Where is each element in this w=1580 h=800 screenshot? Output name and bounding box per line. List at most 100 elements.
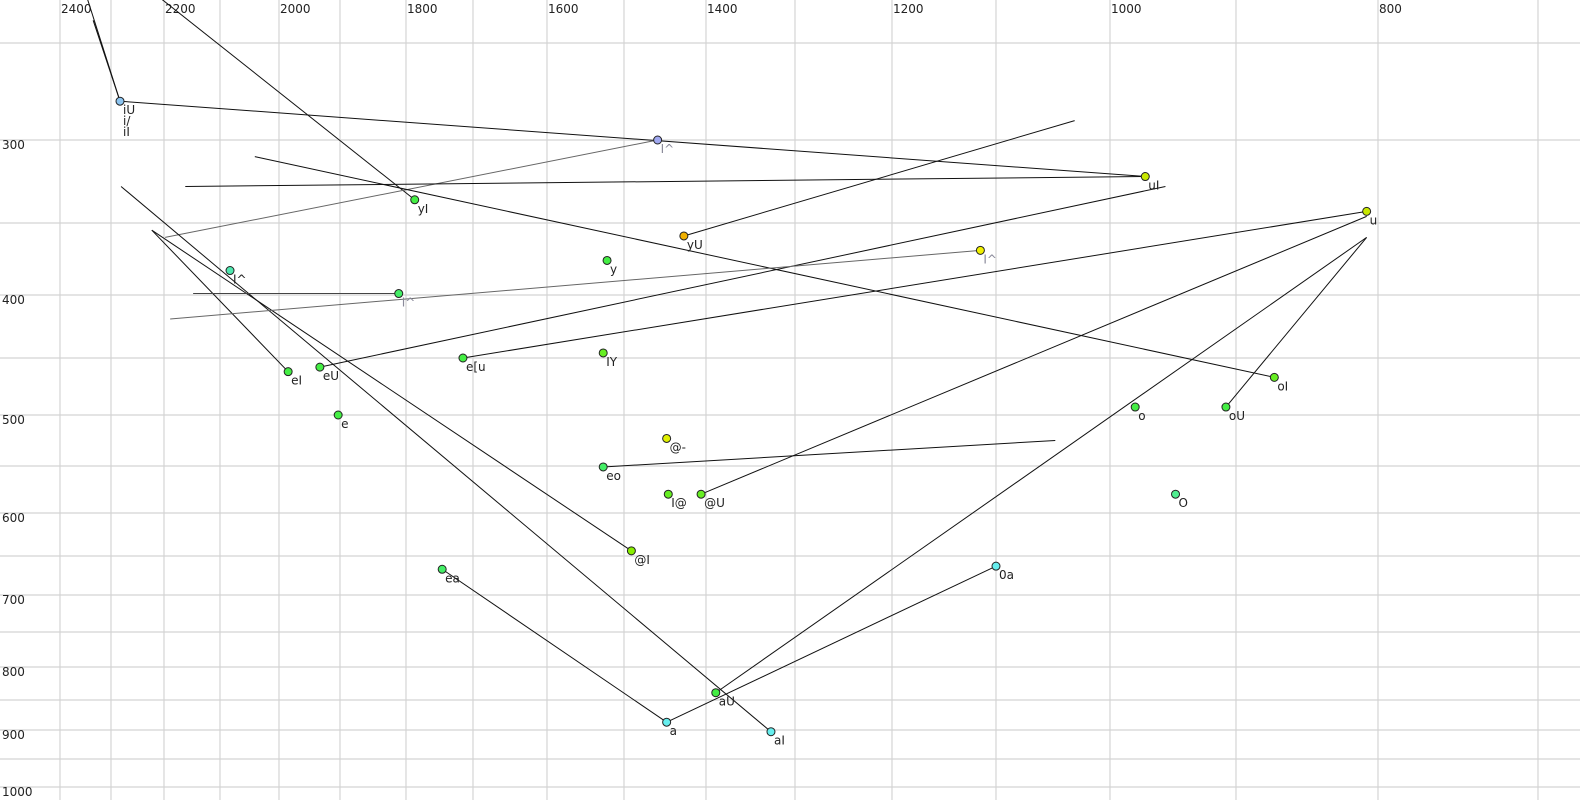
point-label: 0a	[999, 568, 1014, 582]
point-label: iU	[123, 103, 135, 117]
point-marker[interactable]	[653, 135, 663, 145]
vowel-point[interactable]: o	[1130, 402, 1146, 423]
vowel-point[interactable]: aI	[766, 727, 785, 748]
x-tick-label: 1800	[407, 2, 438, 16]
point-label: e	[341, 417, 348, 431]
point-label: uI	[1148, 179, 1159, 193]
trajectory-line	[92, 20, 121, 102]
trajectory-line	[715, 236, 1367, 694]
y-tick-label: 900	[2, 728, 25, 742]
point-marker[interactable]	[410, 195, 420, 205]
vowel-point[interactable]: iI	[123, 125, 130, 139]
point-label: aU	[719, 695, 735, 709]
point-marker[interactable]	[711, 688, 721, 698]
point-marker[interactable]	[315, 362, 325, 372]
point-label: oU	[1229, 409, 1245, 423]
point-label: yU	[687, 238, 703, 252]
vowel-point[interactable]: uI	[1140, 172, 1159, 193]
trajectory-line	[151, 229, 632, 552]
vowel-point[interactable]: e[u	[458, 353, 486, 374]
point-marker[interactable]	[333, 410, 343, 420]
trajectory-line	[161, 0, 416, 201]
point-marker[interactable]	[766, 727, 776, 737]
vowel-point[interactable]: ea	[437, 564, 460, 585]
point-marker[interactable]	[626, 546, 636, 556]
point-label: oI	[1277, 379, 1288, 393]
vowel-point[interactable]: I@	[663, 489, 687, 510]
trajectory-line	[1225, 237, 1368, 408]
point-label: u	[1370, 213, 1378, 227]
y-tick-label: 500	[2, 413, 25, 427]
point-marker[interactable]	[1269, 372, 1279, 382]
point-marker[interactable]	[696, 489, 706, 499]
vowel-point[interactable]: y	[602, 255, 617, 276]
point-label: ea	[445, 571, 460, 585]
trajectory-line	[151, 229, 289, 373]
axis-ticks: 2400 2200 2000 1800 1600 1400 1200 1000 800 300 40…	[2, 2, 1402, 799]
x-tick-label: 1400	[707, 2, 738, 16]
point-marker[interactable]	[458, 353, 468, 363]
vowel-point[interactable]: yU	[679, 231, 703, 252]
trajectory-line	[666, 565, 997, 723]
point-marker[interactable]	[602, 255, 612, 265]
vowel-point[interactable]: u	[1362, 206, 1378, 227]
point-marker[interactable]	[1362, 206, 1372, 216]
point-label: e[u	[466, 360, 486, 374]
vowel-point[interactable]: aU	[711, 688, 735, 709]
vowel-point[interactable]: @U	[696, 489, 725, 510]
vowel-point[interactable]: a	[662, 717, 677, 738]
point-marker[interactable]	[115, 96, 125, 106]
point-marker[interactable]	[663, 489, 673, 499]
vowel-point[interactable]: eo	[598, 462, 621, 483]
vowel-point[interactable]: @-	[662, 433, 686, 454]
x-tick-label: 1600	[548, 2, 579, 16]
vowel-point[interactable]: I^	[225, 266, 247, 287]
point-marker[interactable]	[1130, 402, 1140, 412]
trajectory-line	[603, 440, 1056, 468]
point-marker[interactable]	[283, 367, 293, 377]
vowel-point[interactable]: yI	[410, 195, 429, 216]
vowel-point[interactable]: I^	[975, 245, 997, 266]
point-marker[interactable]	[1221, 402, 1231, 412]
vowel-point[interactable]: e	[333, 410, 349, 431]
point-label: I^	[983, 252, 997, 266]
trajectory-line	[165, 139, 658, 238]
vowel-point[interactable]: IY	[598, 348, 618, 369]
point-label: @U	[704, 496, 725, 510]
vowel-point[interactable]: oU	[1221, 402, 1245, 423]
point-marker[interactable]	[437, 564, 447, 574]
vowel-point[interactable]: oI	[1269, 372, 1288, 393]
point-marker[interactable]	[991, 561, 1001, 571]
vowel-point[interactable]: O	[1171, 489, 1188, 510]
point-marker[interactable]	[679, 231, 689, 241]
point-marker[interactable]	[1140, 172, 1150, 182]
y-tick-label: 300	[2, 138, 25, 152]
vowel-point[interactable]: iU	[115, 96, 135, 117]
point-label: I@	[671, 496, 687, 510]
point-marker[interactable]	[598, 462, 608, 472]
point-marker[interactable]	[598, 348, 608, 358]
vowel-point[interactable]: I^	[394, 289, 416, 310]
point-marker[interactable]	[1171, 489, 1181, 499]
point-marker[interactable]	[975, 245, 985, 255]
point-label: O	[1179, 496, 1188, 510]
vowel-point[interactable]: 0a	[991, 561, 1014, 582]
x-tick-label: 2400	[61, 2, 92, 16]
trajectory-lines	[87, 0, 1368, 733]
point-marker[interactable]	[225, 266, 235, 276]
point-marker[interactable]	[662, 433, 672, 443]
vowel-point[interactable]: @I	[626, 546, 650, 567]
y-tick-label: 700	[2, 593, 25, 607]
point-marker[interactable]	[662, 717, 672, 727]
point-marker[interactable]	[394, 289, 404, 299]
trajectory-line	[185, 176, 1146, 187]
vowel-point[interactable]: eI	[283, 367, 302, 388]
point-label: eo	[606, 469, 621, 483]
vowel-point[interactable]: eU	[315, 362, 339, 383]
trajectory-line	[170, 249, 981, 320]
vowel-point[interactable]: i/	[123, 114, 131, 128]
vowel-point[interactable]: I^	[653, 135, 675, 156]
y-tick-label: 400	[2, 293, 25, 307]
point-label: IY	[606, 355, 618, 369]
